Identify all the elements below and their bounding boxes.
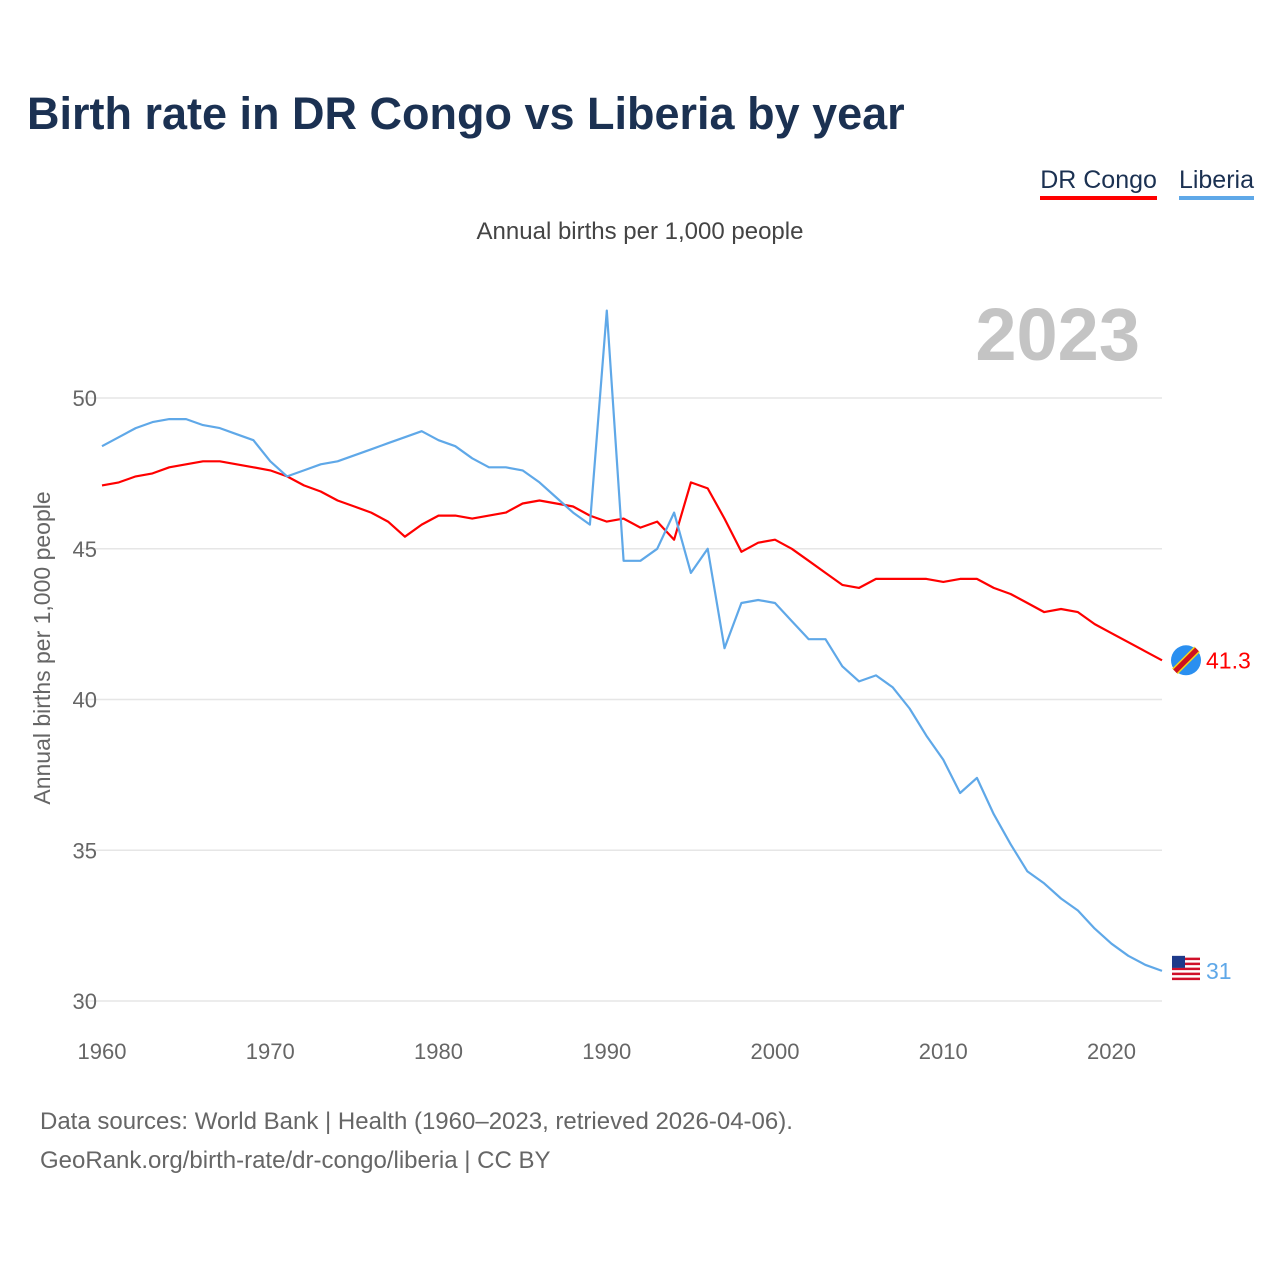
series-line-dr-congo: [101, 460, 1163, 662]
x-tick-label: 2000: [751, 1039, 800, 1064]
x-tick-label: 1990: [582, 1039, 631, 1064]
y-tick-label: 50: [73, 386, 97, 411]
source-line-1: Data sources: World Bank | Health (1960–…: [40, 1108, 793, 1135]
source-line-2[interactable]: GeoRank.org/birth-rate/dr-congo/liberia …: [40, 1147, 551, 1174]
y-axis-label: Annual births per 1,000 people: [29, 491, 55, 804]
x-tick-label: 2010: [919, 1039, 968, 1064]
chart-title: Birth rate in DR Congo vs Liberia by yea…: [27, 88, 905, 139]
x-tick-label: 2020: [1087, 1039, 1136, 1064]
chart-subtitle: Annual births per 1,000 people: [476, 218, 804, 245]
y-tick-label: 35: [73, 838, 97, 863]
series-line-liberia: [101, 309, 1163, 972]
flag-stripe: [1173, 647, 1199, 674]
x-tick-label: 1980: [414, 1039, 463, 1064]
legend-liberia[interactable]: Liberia: [1178, 166, 1254, 200]
legend: DR Congo Liberia: [1040, 166, 1254, 200]
y-tick-label: 30: [73, 989, 97, 1014]
x-tick-label: 1970: [246, 1039, 295, 1064]
y-tick-label: 45: [73, 537, 97, 562]
legend-dr-congo[interactable]: DR Congo: [1040, 166, 1157, 200]
x-tick-label: 1960: [78, 1039, 127, 1064]
end-value-label: 41.3: [1206, 647, 1251, 673]
year-watermark: 2023: [975, 293, 1140, 376]
y-tick-label: 40: [73, 688, 97, 713]
end-value-label: 31: [1206, 958, 1232, 984]
flag-canton: [1172, 955, 1185, 968]
